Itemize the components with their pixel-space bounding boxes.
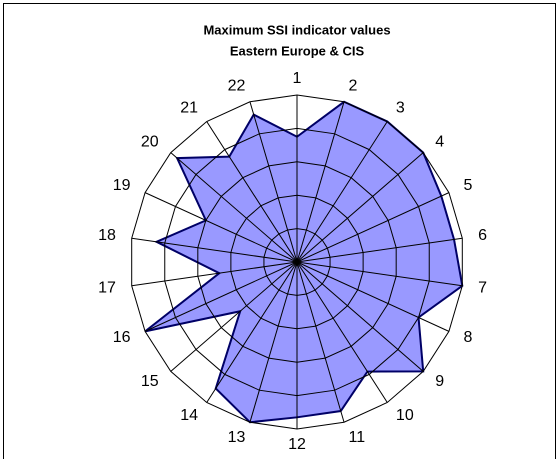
category-label: 17	[98, 279, 116, 296]
axis-line	[170, 261, 298, 372]
category-label: 9	[435, 373, 444, 390]
category-label: 20	[141, 133, 159, 150]
category-label: 13	[228, 429, 246, 446]
axis-line	[131, 261, 298, 287]
category-label: 7	[478, 279, 487, 296]
axis-line	[296, 261, 450, 332]
category-label: 21	[180, 99, 198, 116]
category-label: 4	[435, 133, 444, 150]
axis-line	[296, 121, 388, 263]
axis-line	[249, 261, 298, 423]
chart-subtitle: Eastern Europe & CIS	[230, 43, 365, 58]
category-label: 1	[293, 70, 302, 87]
axis-line	[144, 261, 298, 332]
category-label: 14	[180, 407, 198, 424]
axis-line	[296, 101, 345, 263]
axis-line	[296, 261, 388, 403]
category-label: 16	[113, 329, 131, 346]
axis-line	[249, 101, 298, 263]
axis-line	[206, 121, 298, 263]
category-label: 18	[98, 227, 116, 244]
axis-line	[296, 152, 424, 263]
axis-line	[296, 192, 450, 263]
category-label: 5	[463, 177, 472, 194]
axis-line	[296, 261, 424, 372]
axis-line	[296, 237, 463, 263]
category-label: 8	[463, 329, 472, 346]
category-label: 3	[396, 99, 405, 116]
category-label: 12	[288, 436, 306, 453]
category-label: 2	[349, 78, 358, 95]
chart-title: Maximum SSI indicator values	[203, 22, 390, 37]
category-label: 10	[396, 407, 414, 424]
axis-line	[296, 261, 345, 423]
axis-line	[206, 261, 298, 403]
axis-line	[131, 237, 298, 263]
axis-line	[296, 261, 463, 287]
category-label: 11	[349, 429, 366, 446]
axis-line	[144, 192, 298, 263]
axis-line	[170, 152, 298, 263]
category-label: 22	[228, 78, 246, 95]
category-label: 15	[141, 373, 159, 390]
category-label: 6	[478, 227, 487, 244]
category-label: 19	[113, 177, 131, 194]
